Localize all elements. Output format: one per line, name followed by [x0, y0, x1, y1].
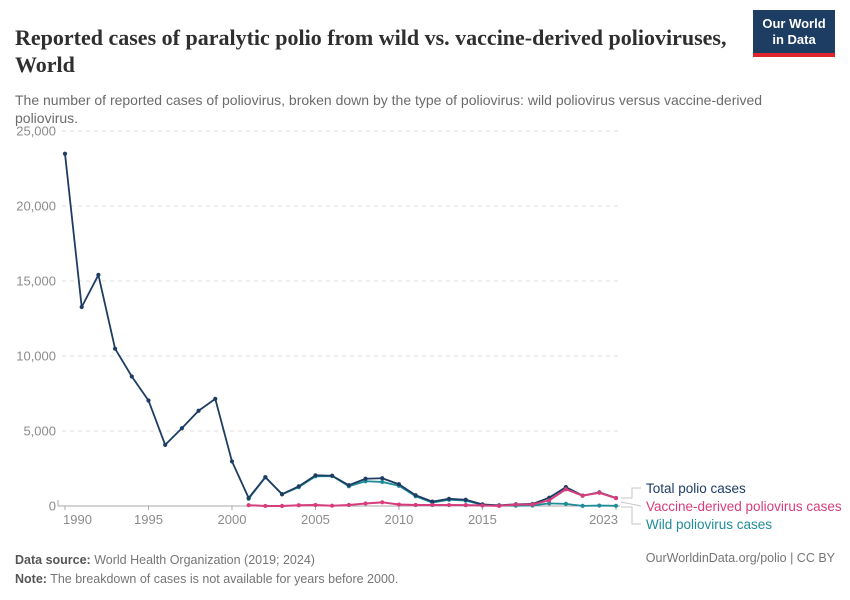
- data-source-text: World Health Organization (2019; 2024): [90, 553, 315, 567]
- data-source-label: Data source:: [15, 553, 91, 567]
- legend-item-total-polio-cases: Total polio cases: [646, 481, 746, 496]
- owid-logo: Our World in Data: [753, 10, 835, 57]
- owid-logo-line2: in Data: [772, 31, 816, 47]
- svg-text:20,000: 20,000: [16, 199, 56, 214]
- note-label: Note:: [15, 571, 47, 586]
- svg-text:1990: 1990: [63, 512, 92, 527]
- svg-text:2015: 2015: [468, 512, 497, 527]
- footer-left: Data source: World Health Organization (…: [15, 551, 398, 589]
- svg-text:1995: 1995: [134, 512, 163, 527]
- chart-subtitle: The number of reported cases of poliovir…: [15, 92, 763, 127]
- svg-text:2023: 2023: [589, 512, 618, 527]
- svg-text:2000: 2000: [218, 512, 247, 527]
- legend-item-wild-poliovirus-cases: Wild poliovirus cases: [646, 517, 773, 532]
- svg-text:25,000: 25,000: [16, 124, 56, 139]
- page-title: Reported cases of paralytic polio from w…: [15, 24, 727, 77]
- data-source-line: Data source: World Health Organization (…: [15, 551, 398, 570]
- footer-rights: OurWorldinData.org/polio | CC BY: [645, 551, 835, 565]
- svg-text:2005: 2005: [301, 512, 330, 527]
- svg-text:10,000: 10,000: [16, 349, 56, 364]
- note-text: The breakdown of cases is not available …: [46, 571, 399, 586]
- svg-text:15,000: 15,000: [16, 274, 56, 289]
- svg-text:5,000: 5,000: [23, 424, 56, 439]
- note-line: Note: The breakdown of cases is not avai…: [15, 570, 398, 589]
- owid-logo-line1: Our World: [762, 16, 826, 31]
- svg-text:2010: 2010: [384, 512, 413, 527]
- legend-item-vaccine-derived-poliovirus-cases: Vaccine-derived poliovirus cases: [646, 499, 842, 514]
- svg-text:0: 0: [49, 499, 56, 514]
